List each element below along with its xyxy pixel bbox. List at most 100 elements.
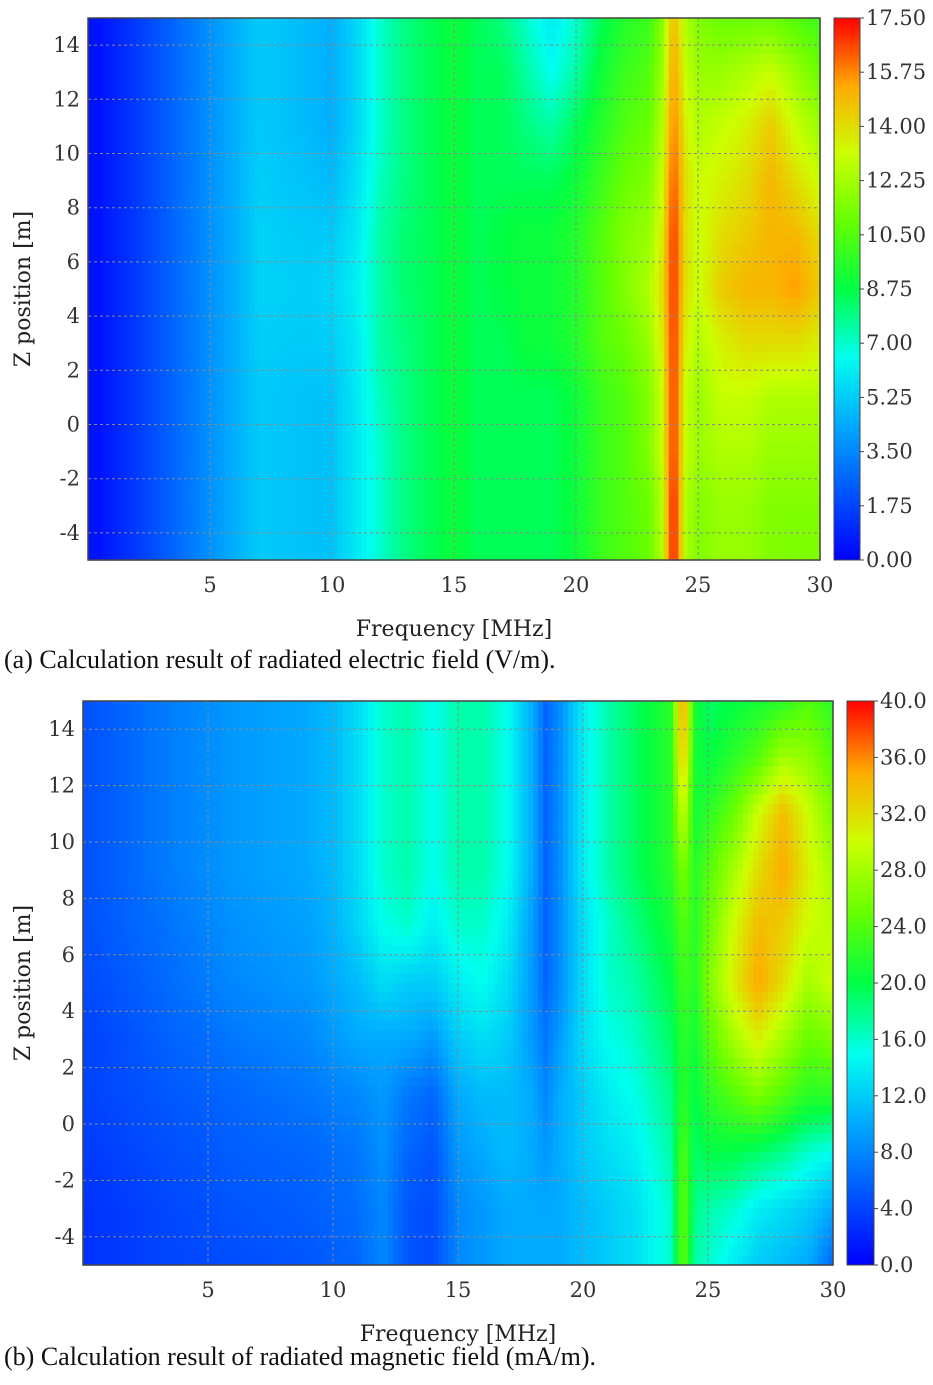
heatmap-cell (717, 81, 723, 91)
heatmap-cell (566, 18, 572, 28)
heatmap-cell (463, 234, 470, 245)
heatmap-cell (502, 135, 509, 146)
heatmap-cell (283, 207, 289, 218)
heatmap-cell (517, 289, 523, 299)
heatmap-cell (239, 36, 245, 46)
heatmap-cell (332, 153, 338, 164)
heatmap-cell (429, 108, 436, 118)
heatmap-cell (590, 135, 597, 146)
heatmap-cell (210, 162, 216, 173)
heatmap-cell (761, 261, 767, 272)
heatmap-cell (566, 225, 572, 236)
heatmap-cell (595, 252, 601, 263)
heatmap-cell (610, 117, 616, 127)
heatmap-cell (478, 270, 484, 281)
heatmap-cell (571, 270, 577, 281)
heatmap-cell (424, 144, 431, 155)
heatmap-cell (532, 270, 538, 281)
heatmap-cell (366, 243, 372, 254)
heatmap-cell (571, 198, 577, 209)
heatmap-cell (400, 252, 406, 263)
heatmap-cell (698, 153, 704, 164)
heatmap-cell (673, 126, 680, 137)
heatmap-cell (302, 126, 309, 137)
heatmap-cell (712, 243, 719, 254)
heatmap-cell (449, 144, 455, 155)
heatmap-cell (722, 162, 728, 173)
heatmap-cell (654, 198, 660, 209)
heatmap-cell (327, 207, 333, 218)
heatmap-cell (673, 261, 680, 272)
heatmap-cell (458, 216, 465, 227)
heatmap-cell (639, 18, 645, 28)
heatmap-cell (693, 207, 699, 218)
heatmap-cell (551, 289, 558, 299)
heatmap-cell (624, 198, 631, 209)
heatmap-cell (302, 162, 309, 173)
heatmap-cell (454, 180, 460, 191)
heatmap-cell (390, 72, 397, 82)
heatmap-cell (200, 36, 206, 46)
heatmap-cell (634, 27, 641, 37)
heatmap-cell (263, 90, 270, 100)
heatmap-cell (244, 54, 250, 64)
heatmap-cell (771, 126, 777, 137)
heatmap-cell (585, 117, 592, 127)
heatmap-cell (717, 45, 723, 55)
heatmap-cell (239, 63, 245, 73)
heatmap-cell (107, 108, 113, 118)
heatmap-cell (268, 72, 275, 82)
heatmap-cell (668, 307, 675, 317)
heatmap-cell (727, 180, 733, 191)
heatmap-cell (663, 243, 670, 254)
heatmap-cell (741, 117, 748, 127)
heatmap-cell (195, 225, 201, 236)
heatmap-cell (341, 307, 348, 317)
heatmap-cell (283, 171, 289, 182)
heatmap-cell (390, 99, 397, 109)
heatmap-cell (488, 54, 494, 64)
heatmap-cell (561, 108, 567, 118)
heatmap-cell (410, 99, 416, 109)
heatmap-cell (351, 162, 357, 173)
heatmap-cell (180, 198, 187, 209)
heatmap-cell (468, 225, 475, 236)
heatmap-cell (97, 90, 104, 100)
heatmap-cell (410, 298, 416, 308)
heatmap-cell (400, 81, 406, 91)
heatmap-cell (414, 270, 421, 281)
heatmap-cell (161, 81, 167, 91)
heatmap-cell (395, 307, 401, 317)
heatmap-cell (375, 126, 382, 137)
heatmap-cell (97, 225, 104, 236)
heatmap-cell (615, 54, 621, 64)
heatmap-cell (790, 144, 797, 155)
heatmap-cell (234, 135, 240, 146)
heatmap-cell (590, 225, 597, 236)
heatmap-cell (561, 234, 567, 245)
heatmap-cell (175, 171, 182, 182)
heatmap-cell (424, 99, 431, 109)
heatmap-cell (234, 243, 240, 254)
heatmap-cell (751, 72, 758, 82)
heatmap-cell (483, 126, 489, 137)
heatmap-cell (341, 144, 348, 155)
heatmap-cell (273, 63, 279, 73)
heatmap-cell (210, 171, 216, 182)
heatmap-cell (185, 126, 192, 137)
heatmap-cell (278, 144, 284, 155)
heatmap-cell (663, 72, 670, 82)
heatmap-cell (556, 162, 562, 173)
heatmap-cell (361, 189, 367, 200)
heatmap-cell (658, 18, 665, 28)
heatmap-cell (205, 261, 211, 272)
heatmap-cell (649, 307, 655, 317)
heatmap-cell (380, 279, 387, 290)
heatmap-cell (629, 243, 636, 254)
heatmap-cell (88, 18, 94, 28)
heatmap-cell (419, 234, 426, 245)
heatmap-cell (175, 117, 182, 127)
heatmap-cell (493, 63, 499, 73)
heatmap-cell (268, 316, 275, 326)
heatmap-cell (161, 27, 167, 37)
